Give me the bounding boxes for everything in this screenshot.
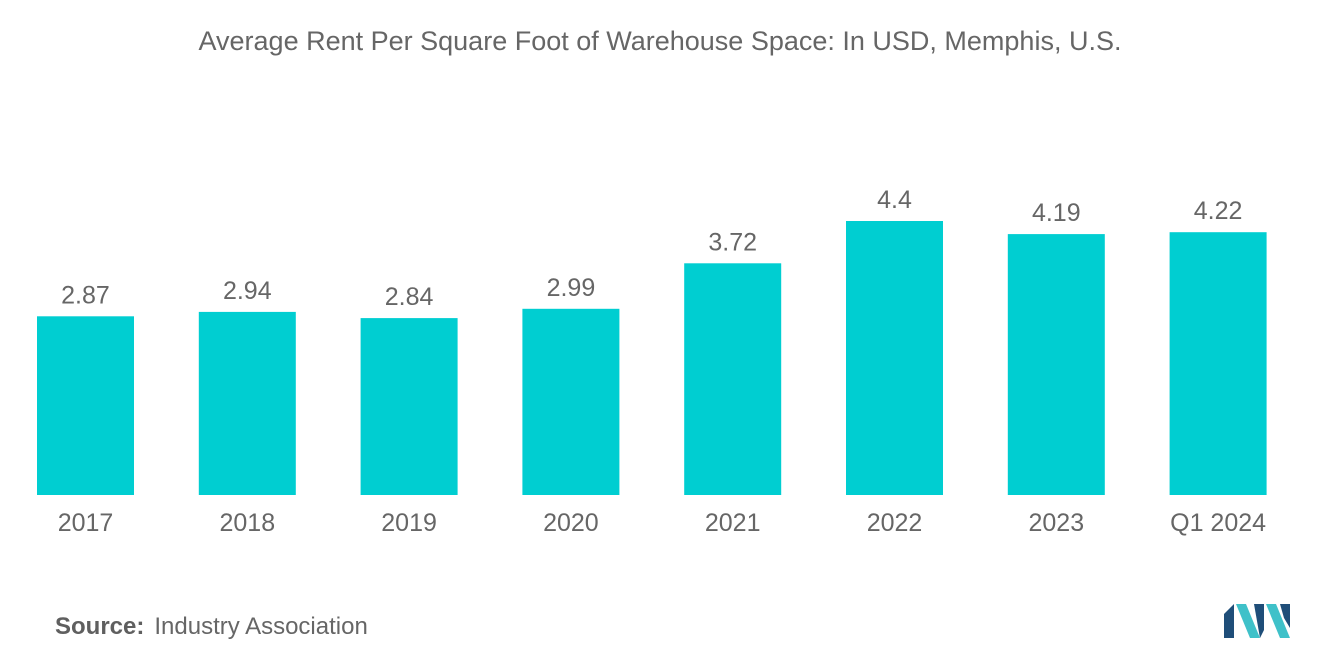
value-label-2018: 2.94	[223, 277, 272, 305]
value-label-q1-2024: 4.22	[1194, 197, 1243, 225]
category-label-2023: 2023	[1028, 509, 1084, 537]
value-label-2019: 2.84	[385, 283, 434, 311]
mordor-logo-icon	[1224, 604, 1290, 638]
category-label-2020: 2020	[543, 509, 599, 537]
value-label-2020: 2.99	[547, 274, 596, 302]
value-labels-group: 2.87 2.94 2.84 2.99 3.72 4.4 4.19 4.22	[61, 186, 1242, 311]
category-label-2017: 2017	[58, 509, 114, 537]
source-note: Source: Industry Association	[55, 613, 368, 641]
category-label-2021: 2021	[705, 509, 761, 537]
value-label-2023: 4.19	[1032, 199, 1081, 227]
value-label-2017: 2.87	[61, 281, 110, 309]
bar-2019	[360, 318, 458, 495]
category-label-2022: 2022	[867, 509, 923, 537]
bar-q1-2024	[1169, 232, 1267, 495]
bars-group	[37, 221, 1267, 495]
source-label: Source:	[55, 613, 145, 640]
category-label-q1-2024: Q1 2024	[1170, 509, 1266, 537]
category-label-2019: 2019	[381, 509, 437, 537]
bar-2022	[846, 221, 943, 495]
bar-2018	[198, 311, 296, 495]
chart-title: Average Rent Per Square Foot of Warehous…	[198, 26, 1122, 56]
bar-2017	[37, 316, 134, 495]
bar-2020	[522, 308, 620, 495]
value-label-2021: 3.72	[708, 228, 757, 256]
bar-2021	[684, 263, 782, 495]
source-text: Industry Association	[154, 613, 368, 640]
category-labels-group: 2017 2018 2019 2020 2021 2022 2023 Q1 2024	[58, 509, 1266, 537]
bar-2023	[1007, 234, 1105, 495]
value-label-2022: 4.4	[877, 186, 912, 214]
category-label-2018: 2018	[219, 509, 275, 537]
